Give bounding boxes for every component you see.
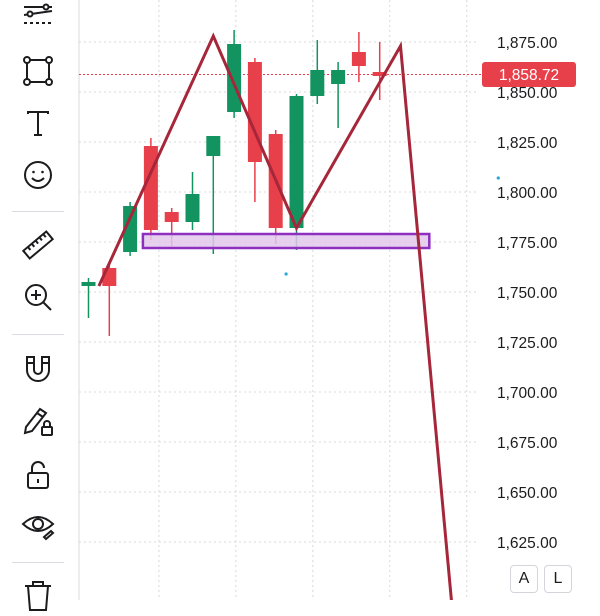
price-axis-label: 1,750.00 — [497, 285, 558, 302]
unlock-tool[interactable] — [14, 454, 62, 496]
price-axis-label: 1,850.00 — [497, 85, 558, 102]
magnet-icon — [26, 356, 50, 382]
candle — [331, 62, 346, 128]
price-axis-label: 1,825.00 — [497, 135, 558, 152]
candle — [289, 94, 304, 250]
price-axis-label: 1,625.00 — [497, 535, 558, 552]
drawings[interactable] — [97, 32, 500, 600]
drawing-toolbar — [0, 0, 76, 611]
lock-drawing-tool[interactable] — [14, 400, 62, 442]
double-top-pattern-line[interactable] — [97, 32, 453, 600]
emoji-tool[interactable] — [14, 154, 62, 196]
candle — [372, 42, 387, 100]
candle-body — [331, 70, 346, 84]
candle-body — [81, 282, 96, 286]
price-axis-label: 1,675.00 — [497, 435, 558, 452]
marker-dot — [284, 272, 288, 276]
price-axis[interactable]: 1,875.00 1,850.00 1,825.00 1,800.00 1,775.00… — [497, 35, 558, 552]
magnet-tool[interactable] — [14, 347, 62, 389]
trash-icon — [25, 581, 51, 611]
candle-body — [351, 52, 366, 66]
price-axis-label: 1,800.00 — [497, 185, 558, 202]
toolbar-divider — [12, 562, 64, 563]
emoji-icon — [24, 161, 52, 189]
price-axis-label: 1,775.00 — [497, 235, 558, 252]
price-axis-label: 1,650.00 — [497, 485, 558, 502]
text-tool[interactable] — [14, 102, 62, 144]
eye-icon — [21, 516, 55, 541]
rectangle-tool[interactable] — [14, 50, 62, 92]
candle — [123, 202, 138, 256]
price-chart[interactable]: 1,875.00 1,850.00 1,825.00 1,800.00 1,775.00… — [0, 0, 600, 600]
candle-body — [289, 96, 304, 228]
price-axis-label: 1,725.00 — [497, 335, 558, 352]
candle — [185, 172, 200, 230]
current-price-label: 1,858.72 — [499, 67, 559, 84]
zoom-in-tool[interactable] — [14, 276, 62, 318]
candle — [143, 138, 158, 240]
unlock-icon — [27, 461, 49, 489]
zoom-in-icon — [25, 284, 52, 311]
candle-body — [227, 44, 242, 112]
lock-drawing-icon — [23, 407, 53, 436]
ruler-icon — [21, 230, 55, 260]
trend-lines-tool[interactable] — [14, 0, 62, 40]
remove-drawings-tool[interactable] — [14, 574, 62, 616]
chart-grid — [78, 0, 478, 600]
candle — [351, 32, 366, 82]
candle-body — [372, 72, 387, 76]
visibility-tool[interactable] — [14, 504, 62, 546]
candle-body — [310, 70, 325, 96]
trend-lines-icon — [23, 3, 53, 24]
candle — [268, 130, 283, 244]
candles — [81, 30, 387, 336]
text-icon — [27, 111, 49, 136]
current-price-tag: 1,858.72 — [482, 62, 576, 87]
candle-body — [185, 194, 200, 222]
rectangle-icon — [23, 56, 53, 86]
candle-body — [123, 206, 138, 252]
price-axis-label: 1,875.00 — [497, 35, 558, 52]
candle — [310, 40, 325, 104]
candle-body — [206, 136, 221, 156]
marker-dot — [496, 176, 500, 180]
ruler-tool[interactable] — [14, 224, 62, 266]
toolbar-divider — [12, 211, 64, 212]
candle-body — [164, 212, 179, 222]
price-axis-label: 1,700.00 — [497, 385, 558, 402]
candle — [81, 278, 96, 318]
auto-scale-button[interactable]: A — [510, 565, 538, 593]
log-scale-button[interactable]: L — [544, 565, 572, 593]
support-zone-rectangle[interactable] — [141, 232, 431, 250]
toolbar-divider — [12, 334, 64, 335]
current-price-tag-bg — [482, 62, 576, 87]
